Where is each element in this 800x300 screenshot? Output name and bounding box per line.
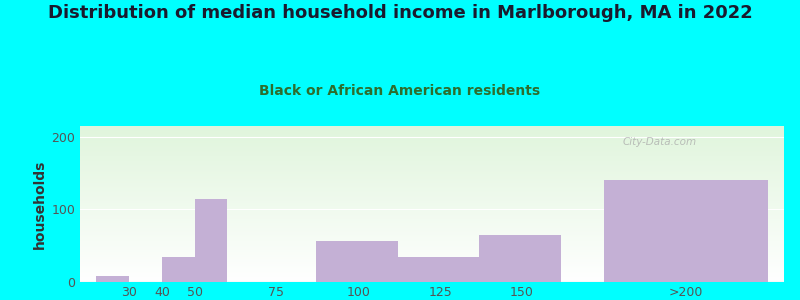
Bar (194, 199, 227, 282)
Bar (96, 276, 129, 282)
Bar (162, 256, 194, 282)
Text: Black or African American residents: Black or African American residents (259, 84, 541, 98)
Bar (479, 235, 562, 282)
Text: Distribution of median household income in Marlborough, MA in 2022: Distribution of median household income … (48, 4, 752, 22)
Y-axis label: households: households (33, 159, 47, 249)
Bar (604, 180, 768, 282)
Bar (398, 256, 479, 282)
Text: City-Data.com: City-Data.com (622, 137, 696, 147)
Bar (316, 241, 398, 282)
